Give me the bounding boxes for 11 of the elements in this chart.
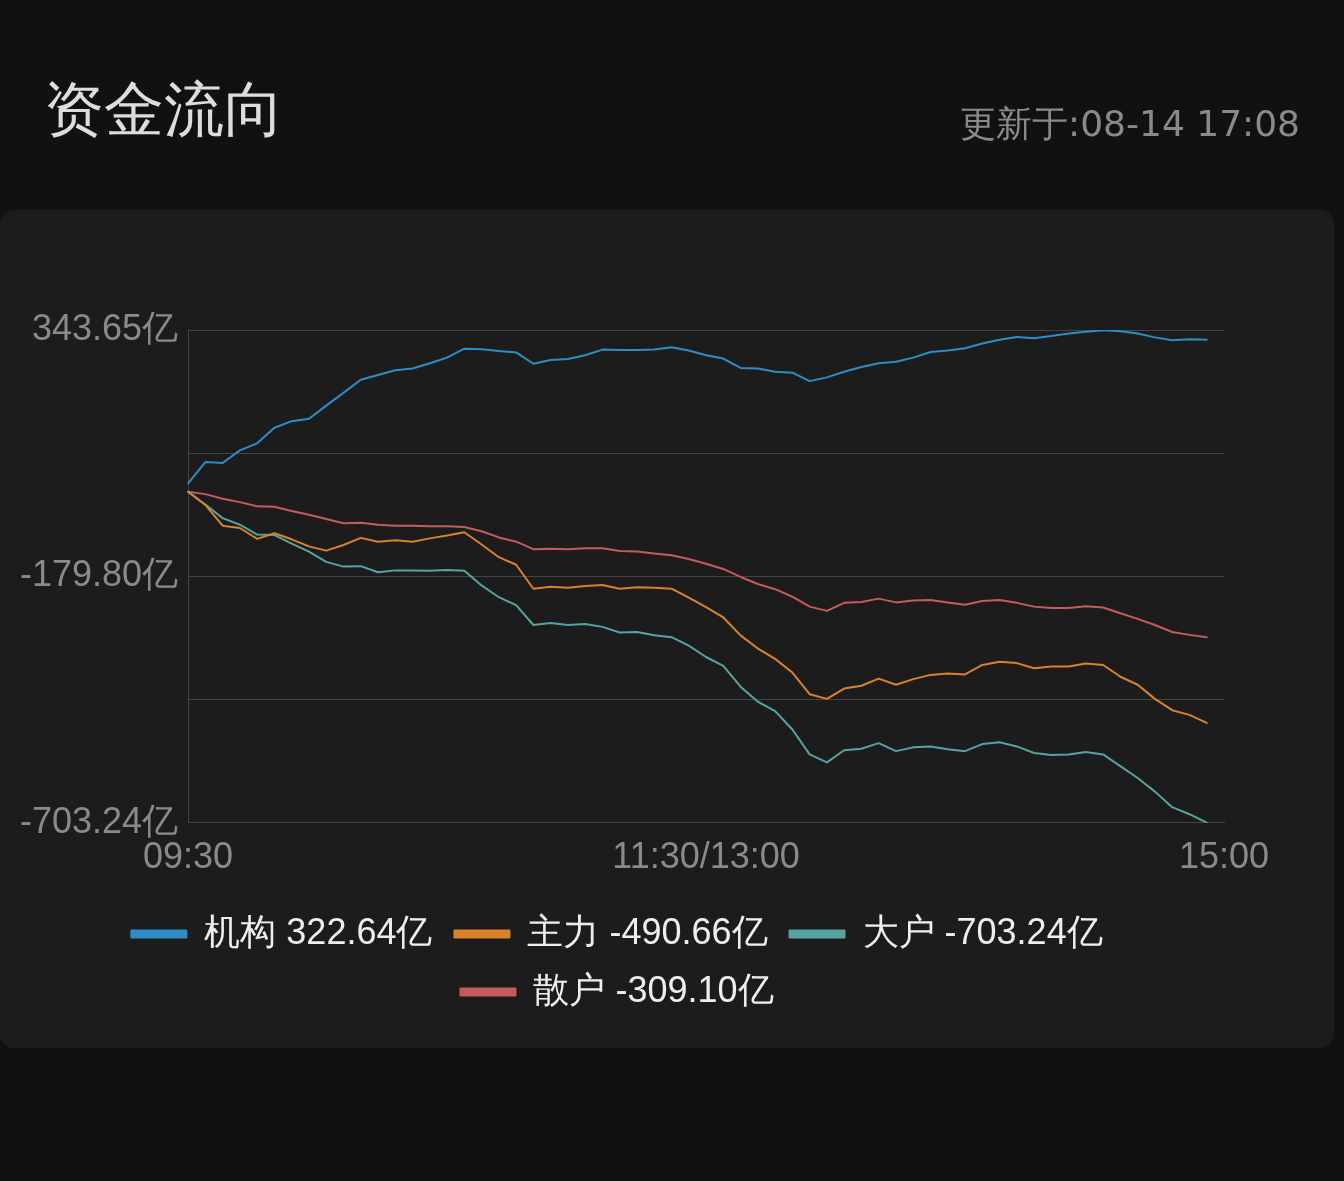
x-tick-label: 15:00 [1178,835,1270,877]
y-tick-label: -179.80亿 [19,553,179,595]
legend-label: 机构 322.64亿 [204,910,433,952]
chart-subtitle: 更新于:08-14 17:08 [960,102,1300,146]
legend-label: 散户 -309.10亿 [533,968,774,1010]
legend-label: 大户 -703.24亿 [862,910,1103,952]
y-tick-label: 343.65亿 [31,306,179,348]
y-tick-label: -703.24亿 [19,799,179,841]
chart-title: 资金流向 [44,73,284,146]
x-tick-label: 11:30/13:00 [612,835,800,877]
legend-label: 主力 -490.66亿 [527,910,768,952]
